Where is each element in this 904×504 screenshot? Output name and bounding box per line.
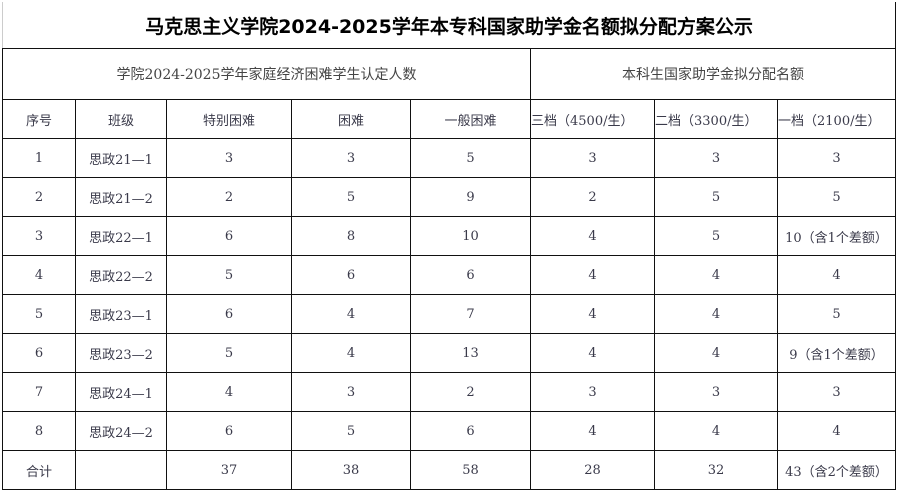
total-cell: 58 [410, 450, 531, 490]
table-row: 2 思政21—2 2 5 9 2 5 5 [2, 177, 897, 217]
table-cell: 5 [410, 138, 531, 178]
table-cell: 思政23—1 [75, 294, 167, 334]
table-cell: 4 [776, 255, 897, 295]
column-header: 特别困难 [166, 99, 292, 139]
table-cell: 4 [530, 411, 655, 451]
table-cell: 4 [654, 294, 778, 334]
table-cell: 5 [166, 255, 292, 295]
total-cell: 28 [530, 450, 655, 490]
table-cell: 4 [654, 411, 778, 451]
table-cell: 3 [166, 138, 292, 178]
table-cell: 6 [166, 411, 292, 451]
table-cell: 5 [654, 216, 778, 256]
table-cell: 思政24—1 [75, 372, 167, 412]
table-cell: 6 [166, 294, 292, 334]
table-cell: 4 [654, 333, 778, 373]
table-cell: 思政24—2 [75, 411, 167, 451]
column-header: 三档（4500/生） [530, 99, 655, 139]
table-cell: 2 [166, 177, 292, 217]
total-cell: 合计 [2, 450, 76, 490]
table-row: 8 思政24—2 6 5 6 4 4 4 [2, 411, 897, 451]
column-header: 二档（3300/生） [654, 99, 778, 139]
total-cell [75, 450, 167, 490]
table-cell: 6 [2, 333, 76, 373]
table-cell: 5 [2, 294, 76, 334]
table-cell: 5 [291, 177, 411, 217]
column-header: 一般困难 [410, 99, 531, 139]
table-cell: 7 [410, 294, 531, 334]
page-title: 马克思主义学院2024-2025学年本专科国家助学金名额拟分配方案公示 [1, 2, 897, 49]
table-row: 1 思政21—1 3 3 5 3 3 3 [2, 138, 897, 178]
table-cell: 9 [410, 177, 531, 217]
table-cell: 4 [166, 372, 292, 412]
table-cell: 4 [2, 255, 76, 295]
table-row: 6 思政23—2 5 4 13 4 4 9（含1个差额） [2, 333, 897, 373]
table-cell: 3 [291, 372, 411, 412]
table-cell: 5 [166, 333, 292, 373]
table-cell: 3 [654, 138, 778, 178]
table-cell: 9（含1个差额） [776, 333, 897, 373]
total-row: 合计 37 38 58 28 32 43（含2个差额） [2, 450, 897, 490]
table-row: 5 思政23—1 6 4 7 4 4 5 [2, 294, 897, 334]
table-cell: 4 [530, 333, 655, 373]
table-cell: 5 [654, 177, 778, 217]
table-cell: 3 [654, 372, 778, 412]
table-cell: 3 [291, 138, 411, 178]
table-cell: 2 [2, 177, 76, 217]
table-cell: 3 [530, 138, 655, 178]
table-cell: 6 [291, 255, 411, 295]
group-header-allocation: 本科生国家助学金拟分配名额 [529, 48, 897, 100]
table-cell: 5 [291, 411, 411, 451]
table-cell: 10（含1个差额） [776, 216, 897, 256]
table-cell: 3 [530, 372, 655, 412]
table-cell: 1 [2, 138, 76, 178]
table-cell: 2 [530, 177, 655, 217]
table-cell: 6 [410, 255, 531, 295]
table-cell: 3 [2, 216, 76, 256]
table-cell: 4 [654, 255, 778, 295]
column-header: 班级 [75, 99, 167, 139]
table-cell: 3 [776, 138, 897, 178]
column-header: 困难 [291, 99, 411, 139]
table-cell: 思政22—1 [75, 216, 167, 256]
table-cell: 8 [291, 216, 411, 256]
table-row: 7 思政24—1 4 3 2 3 3 3 [2, 372, 897, 412]
column-header-row: 序号 班级 特别困难 困难 一般困难 三档（4500/生） 二档（3300/生） 一档（210… [2, 99, 897, 139]
table-cell: 13 [410, 333, 531, 373]
table-cell: 5 [776, 177, 897, 217]
table-cell: 4 [530, 294, 655, 334]
total-cell: 32 [654, 450, 778, 490]
total-cell: 37 [166, 450, 292, 490]
table-cell: 6 [410, 411, 531, 451]
table-row: 3 思政22—1 6 8 10 4 5 10（含1个差额） [2, 216, 897, 256]
table-cell: 思政23—2 [75, 333, 167, 373]
table-cell: 5 [776, 294, 897, 334]
table-cell: 思政21—1 [75, 138, 167, 178]
allocation-table: 马克思主义学院2024-2025学年本专科国家助学金名额拟分配方案公示 学院20… [1, 2, 897, 490]
table-cell: 思政21—2 [75, 177, 167, 217]
table-cell: 10 [410, 216, 531, 256]
table-cell: 6 [166, 216, 292, 256]
column-header: 一档（2100/生） [776, 99, 897, 139]
table-cell: 4 [530, 216, 655, 256]
table-cell: 2 [410, 372, 531, 412]
table-row: 4 思政22—2 5 6 6 4 4 4 [2, 255, 897, 295]
total-cell: 38 [291, 450, 411, 490]
table-cell: 4 [291, 333, 411, 373]
table-cell: 8 [2, 411, 76, 451]
table-cell: 4 [291, 294, 411, 334]
group-header-difficulty: 学院2024-2025学年家庭经济困难学生认定人数 [2, 48, 531, 100]
total-cell: 43（含2个差额） [776, 450, 897, 490]
column-header: 序号 [2, 99, 76, 139]
table-cell: 7 [2, 372, 76, 412]
table-cell: 4 [776, 411, 897, 451]
table-cell: 思政22—2 [75, 255, 167, 295]
table-cell: 4 [530, 255, 655, 295]
table-cell: 3 [776, 372, 897, 412]
